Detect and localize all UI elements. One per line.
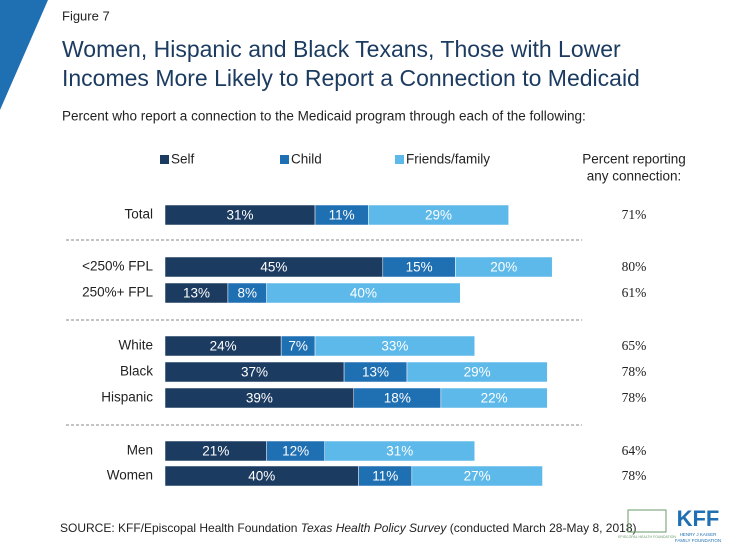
- category-label: Women: [107, 468, 153, 483]
- legend-label: Child: [291, 152, 322, 167]
- any-connection-label: 61%: [622, 285, 647, 300]
- chart-title: Incomes More Likely to Report a Connecti…: [62, 65, 640, 91]
- data-label: 24%: [210, 339, 237, 354]
- legend-swatch: [160, 155, 169, 164]
- data-label: 11%: [329, 208, 355, 223]
- data-label: 40%: [350, 286, 377, 301]
- data-label: 18%: [384, 391, 411, 406]
- source-text: (conducted March 28-May 8, 2018): [446, 521, 636, 535]
- data-label: 27%: [464, 469, 491, 484]
- bar-segment: [455, 256, 553, 278]
- category-label: <250% FPL: [82, 259, 153, 274]
- any-connection-label: 65%: [622, 338, 647, 353]
- kff-logo: KFF: [677, 506, 720, 531]
- bar-segment: [368, 204, 509, 226]
- any-connection-label: 78%: [622, 364, 647, 379]
- ehf-logo: EPISCOPAL HEALTH FOUNDATION: [618, 535, 676, 539]
- data-label: 31%: [386, 444, 413, 459]
- column-header: any connection:: [587, 169, 682, 184]
- bar-segment: [324, 440, 476, 462]
- data-label: 20%: [490, 260, 517, 275]
- category-label: Total: [124, 207, 153, 222]
- ehf-logo-box: [627, 509, 667, 533]
- source-text: Texas Health Policy Survey: [301, 521, 448, 535]
- bar-segment: [411, 465, 543, 487]
- legend-swatch: [280, 155, 289, 164]
- category-label: 250%+ FPL: [82, 285, 153, 300]
- bar-segment: [440, 387, 548, 409]
- data-label: 21%: [202, 444, 229, 459]
- bar-segment: [406, 361, 548, 383]
- legend-label: Friends/family: [406, 152, 490, 167]
- data-label: 39%: [246, 391, 273, 406]
- data-label: 31%: [227, 208, 254, 223]
- category-label: Hispanic: [101, 390, 153, 405]
- data-label: 11%: [372, 469, 398, 484]
- kff-logo-sub: HENRY J KAISER: [680, 532, 718, 537]
- data-label: 37%: [241, 365, 268, 380]
- kff-logo-sub: FAMILY FOUNDATION: [675, 538, 721, 543]
- data-label: 45%: [260, 260, 287, 275]
- any-connection-label: 71%: [622, 207, 647, 222]
- data-label: 12%: [282, 444, 309, 459]
- corner-accent: [0, 0, 48, 110]
- subtitle: Percent who report a connection to the M…: [62, 109, 586, 124]
- data-label: 13%: [183, 286, 210, 301]
- category-label: White: [118, 338, 153, 353]
- bar-segment: [266, 282, 461, 304]
- legend-swatch: [395, 155, 404, 164]
- legend-label: Self: [171, 152, 195, 167]
- category-label: Men: [127, 443, 153, 458]
- data-label: 33%: [381, 339, 408, 354]
- data-label: 15%: [406, 260, 433, 275]
- data-label: 8%: [238, 286, 258, 301]
- category-label: Black: [120, 364, 153, 379]
- data-label: 7%: [288, 339, 308, 354]
- data-label: 13%: [362, 365, 389, 380]
- any-connection-label: 78%: [622, 390, 647, 405]
- any-connection-label: 78%: [622, 468, 647, 483]
- data-label: 29%: [464, 365, 491, 380]
- source: SOURCE: KFF/Episcopal Health Foundation …: [60, 521, 637, 535]
- bar-segment: [314, 335, 476, 357]
- chart-title: Women, Hispanic and Black Texans, Those …: [62, 36, 621, 62]
- any-connection-label: 80%: [622, 259, 647, 274]
- column-header: Percent reporting: [582, 152, 686, 167]
- data-label: 29%: [425, 208, 452, 223]
- figure-label: Figure 7: [62, 8, 110, 23]
- data-label: 22%: [481, 391, 508, 406]
- any-connection-label: 64%: [622, 443, 647, 458]
- data-label: 40%: [248, 469, 275, 484]
- source-text: SOURCE: KFF/Episcopal Health Foundation: [60, 521, 301, 535]
